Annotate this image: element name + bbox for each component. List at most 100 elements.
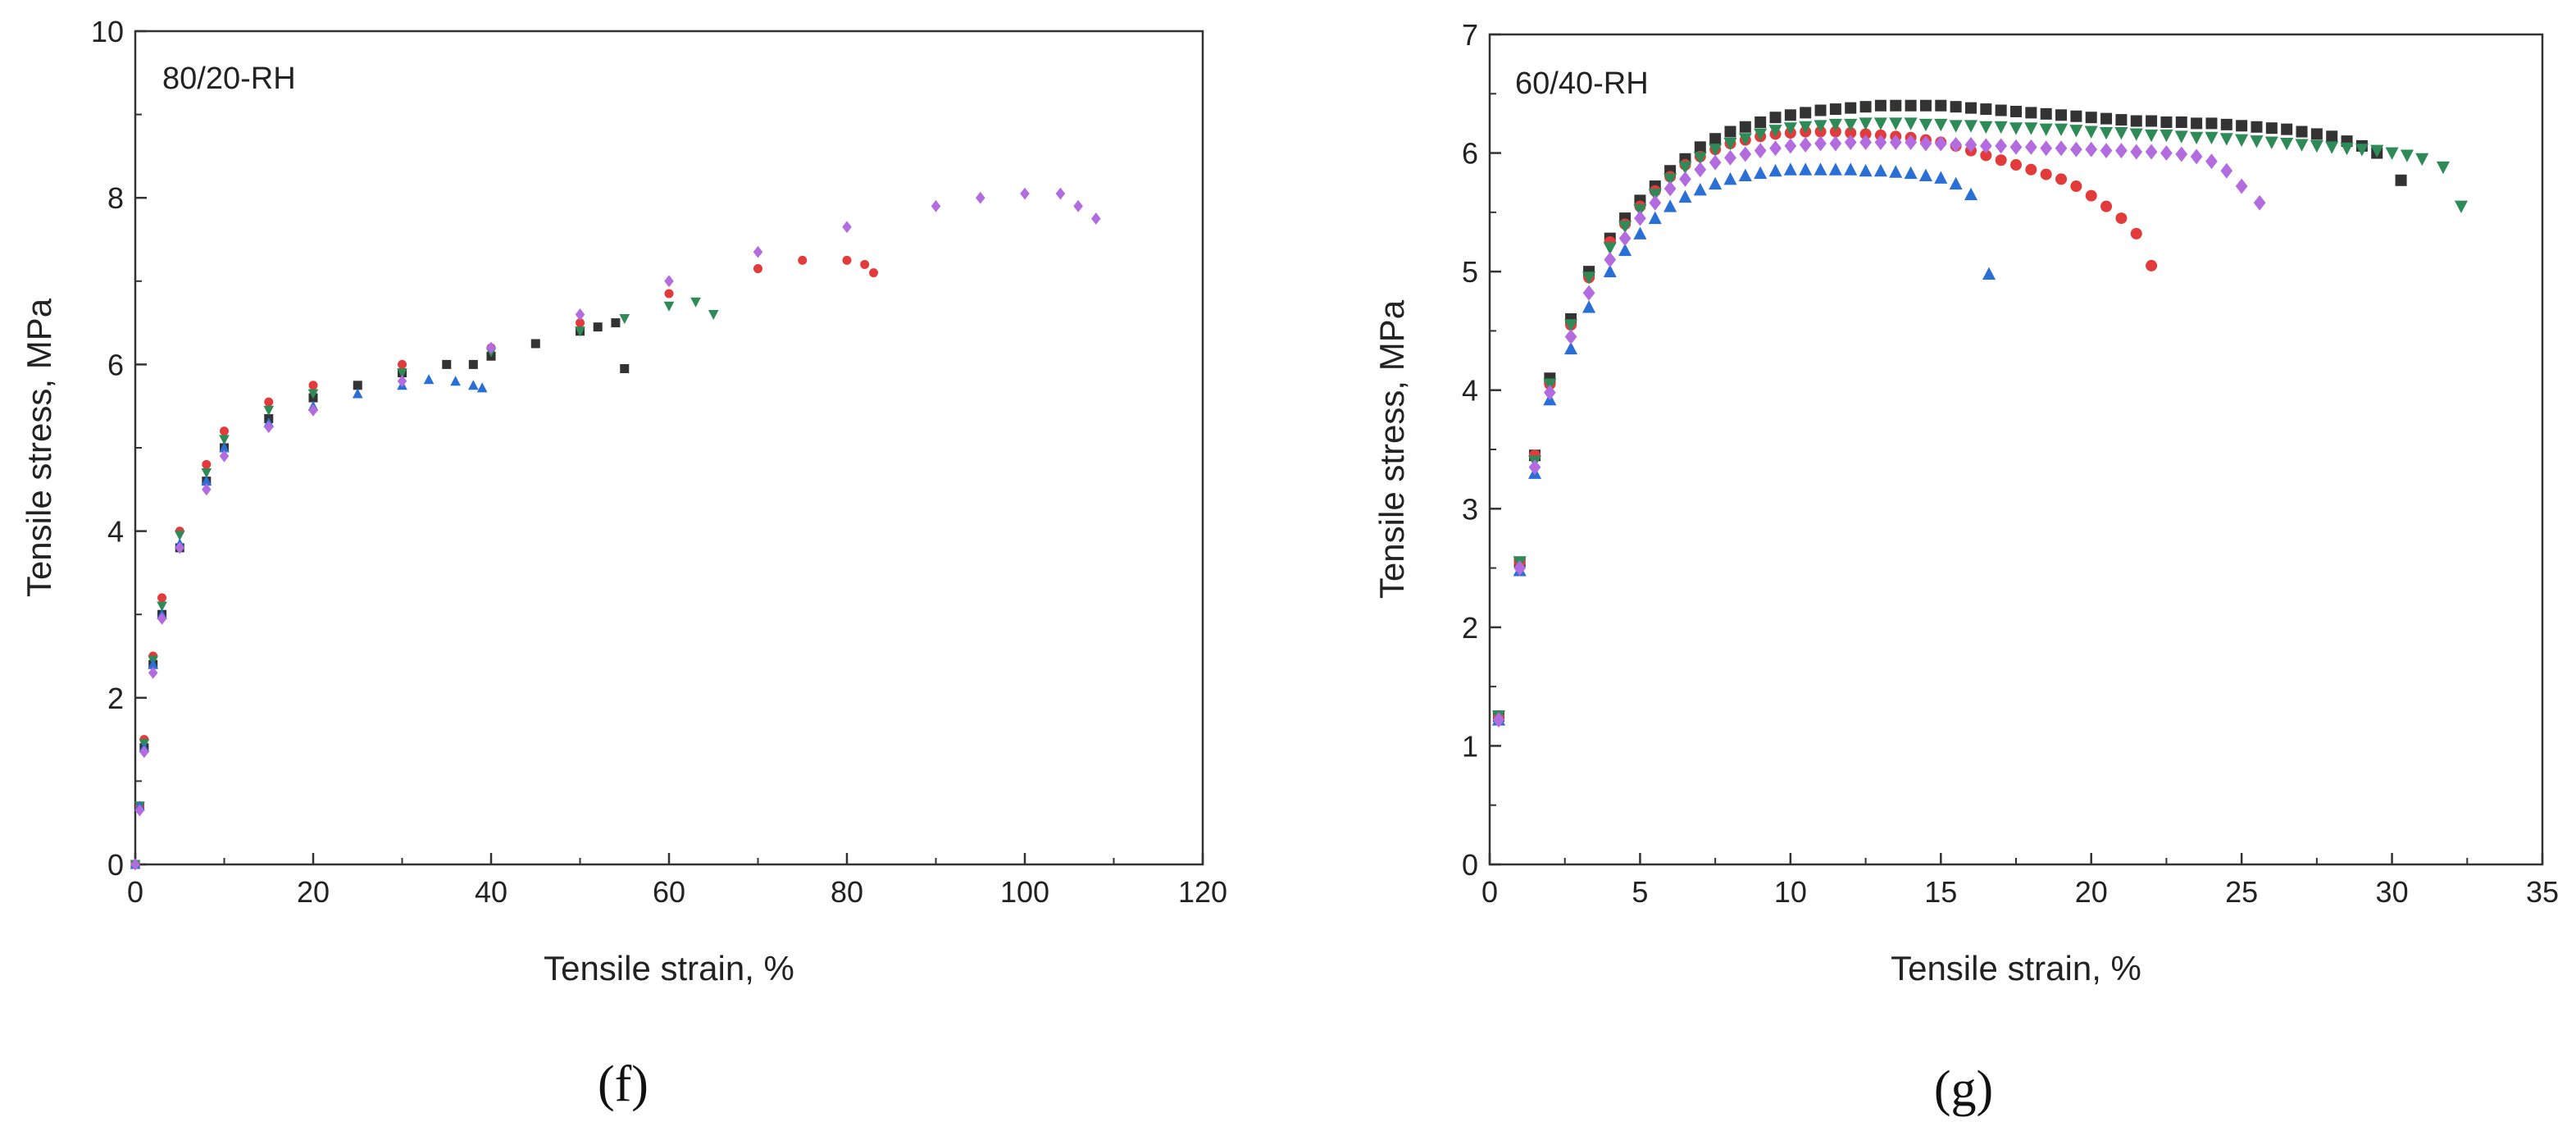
data-point <box>2219 133 2233 146</box>
data-point <box>1739 146 1752 162</box>
data-point <box>1800 107 1812 119</box>
y-tick-label: 3 <box>1462 492 1478 526</box>
data-point <box>2085 112 2097 124</box>
data-point <box>1829 135 1842 152</box>
data-point <box>2115 114 2128 126</box>
data-point <box>264 397 274 407</box>
data-point <box>753 245 763 258</box>
data-point <box>1814 135 1827 152</box>
data-point <box>1828 162 1842 176</box>
data-point <box>2130 144 2143 160</box>
data-point <box>1091 212 1101 226</box>
data-point <box>1873 163 1887 177</box>
data-point <box>2070 180 2082 193</box>
data-point <box>2310 139 2323 153</box>
data-point <box>308 404 318 417</box>
data-point <box>1934 135 1947 152</box>
data-point <box>2069 125 2083 138</box>
chart-g-inset-label: 60/40-RH <box>1515 66 1649 101</box>
data-point <box>1982 267 1996 280</box>
data-point <box>1564 329 1577 345</box>
y-tick-label: 7 <box>1462 18 1478 52</box>
series-specimen-1 <box>1493 99 2407 723</box>
data-point <box>1845 102 1857 114</box>
chart-g-marks <box>1491 99 2468 728</box>
data-point <box>476 382 488 393</box>
data-point <box>1799 137 1812 153</box>
data-point <box>2100 112 2113 125</box>
data-point <box>2454 200 2468 214</box>
data-point <box>1814 120 1827 133</box>
x-tick-label: 0 <box>127 875 143 909</box>
data-point <box>1649 194 1662 211</box>
chart-g-panel-label: (g) <box>1934 1061 1993 1117</box>
data-point <box>1678 189 1692 203</box>
data-point <box>2251 121 2263 133</box>
data-point <box>2340 142 2354 156</box>
data-point <box>690 297 701 308</box>
data-point <box>397 375 407 388</box>
data-point <box>1634 210 1646 226</box>
data-point <box>798 255 808 265</box>
data-point <box>1890 99 1902 112</box>
data-point <box>1918 168 1932 182</box>
y-tick-label: 8 <box>107 181 124 215</box>
data-point <box>219 449 230 463</box>
data-point <box>2085 141 2098 157</box>
data-point <box>1829 125 1841 138</box>
chart-g-ticks: 0 5 10 15 20 25 30 35 0 1 2 3 4 5 6 7 <box>1462 18 2559 909</box>
data-point <box>1768 125 1782 138</box>
data-point <box>2146 115 2158 127</box>
data-point <box>157 601 167 612</box>
data-point <box>2009 122 2023 135</box>
chart-f: 0 20 40 60 80 100 120 0 2 4 6 8 10 80/20-RH Tensile … <box>20 15 1227 1112</box>
data-point <box>2205 153 2218 170</box>
data-point <box>708 309 719 321</box>
chart-f-marks <box>130 187 1101 871</box>
data-point <box>664 275 674 288</box>
data-point <box>575 308 585 321</box>
data-point <box>1663 180 1677 197</box>
data-point <box>1919 99 1932 112</box>
data-point <box>398 359 407 369</box>
data-point <box>1693 182 1707 196</box>
data-point <box>1738 133 1752 146</box>
chart-f-inset-label: 80/20-RH <box>162 62 296 96</box>
data-point <box>2205 117 2218 130</box>
data-point <box>1754 128 1768 141</box>
data-point <box>1679 171 1691 187</box>
x-tick-label: 120 <box>1178 875 1227 909</box>
chart-g-plot-frame <box>1488 33 2544 866</box>
data-point <box>1020 187 1030 200</box>
data-point <box>2130 227 2142 239</box>
data-point <box>576 318 585 328</box>
data-point <box>1980 103 1992 116</box>
data-point <box>2220 162 2233 179</box>
data-point <box>2236 120 2248 132</box>
x-tick-label: 30 <box>2376 875 2409 909</box>
data-point <box>1769 140 1782 157</box>
data-point <box>352 388 363 399</box>
y-tick-label: 0 <box>1462 848 1478 882</box>
data-point <box>2100 143 2113 159</box>
data-point <box>2370 144 2384 158</box>
data-point <box>468 359 478 369</box>
y-tick-label: 10 <box>91 15 124 48</box>
data-point <box>1873 117 1887 130</box>
data-point <box>2115 212 2128 225</box>
data-point <box>1829 103 1841 116</box>
y-tick-label: 1 <box>1462 729 1478 763</box>
data-point <box>1934 118 1948 132</box>
data-point <box>1844 135 1857 151</box>
data-point <box>1528 459 1541 476</box>
data-point <box>1950 101 1962 113</box>
x-tick-label: 10 <box>1774 875 1807 909</box>
series-specimen-5 <box>1492 135 2266 728</box>
data-point <box>1723 138 1737 151</box>
data-point <box>2280 138 2294 151</box>
data-point <box>1694 141 1706 153</box>
data-point <box>467 380 479 390</box>
chart-g-x-axis-title: Tensile strain, % <box>1891 949 2141 987</box>
data-point <box>1709 144 1723 157</box>
data-point <box>1889 135 1902 151</box>
